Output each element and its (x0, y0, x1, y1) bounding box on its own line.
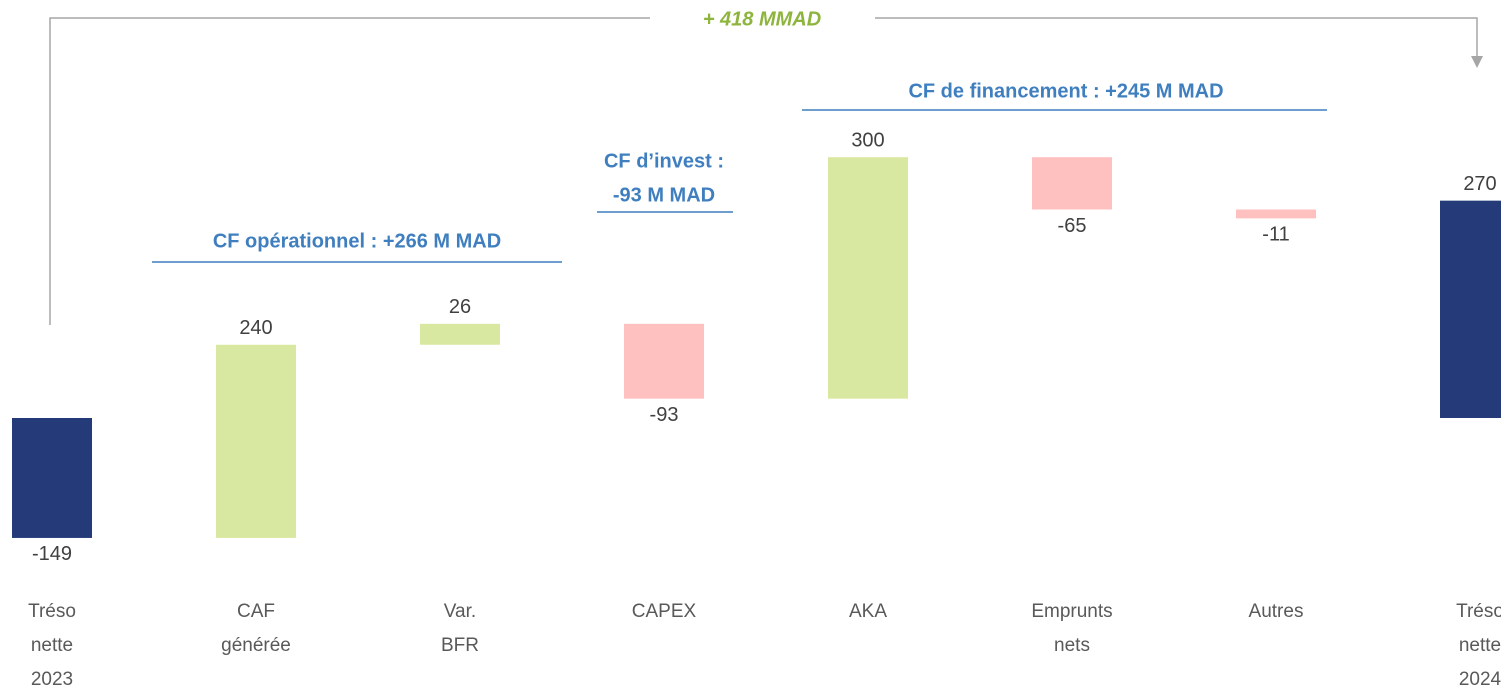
bar (1440, 200, 1501, 418)
bar (420, 323, 500, 345)
value-label: -11 (1262, 224, 1289, 246)
bar (828, 157, 908, 399)
bar (12, 418, 92, 538)
bar (1032, 157, 1112, 210)
annotation: CF d’invest : (604, 150, 724, 172)
x-tick-label: Var. BFR (441, 601, 479, 656)
x-tick-label: Emprunts nets (1031, 601, 1112, 656)
value-label: 240 (239, 317, 272, 339)
annotation: CF opérationnel : +266 M MAD (213, 230, 501, 252)
x-tick-label: Tréso nette 2024 (1456, 601, 1501, 688)
value-label: 300 (851, 129, 884, 151)
x-tick-label: CAF générée (221, 601, 291, 656)
bar (216, 344, 296, 538)
value-label: -65 (1058, 215, 1087, 237)
total-bracket-left (49, 17, 650, 325)
x-tick-label: Tréso nette 2023 (28, 601, 76, 688)
annotation: -93 M MAD (613, 184, 715, 206)
value-label: -149 (32, 543, 72, 565)
x-tick-label: AKA (849, 601, 887, 622)
brackets (49, 17, 1483, 325)
total-bracket-right (875, 17, 1478, 58)
x-tick-label: Autres (1249, 601, 1304, 622)
annotation: CF de financement : +245 M MAD (908, 80, 1223, 102)
value-label: 26 (449, 296, 471, 318)
value-label: 270 (1463, 173, 1496, 195)
arrow-head (1471, 56, 1483, 68)
annotation: + 418 MMAD (703, 8, 821, 30)
bar (624, 323, 704, 399)
bar (1236, 209, 1316, 219)
value-label: -93 (650, 404, 679, 426)
group-underlines (152, 109, 1327, 263)
x-tick-label: CAPEX (632, 601, 697, 622)
